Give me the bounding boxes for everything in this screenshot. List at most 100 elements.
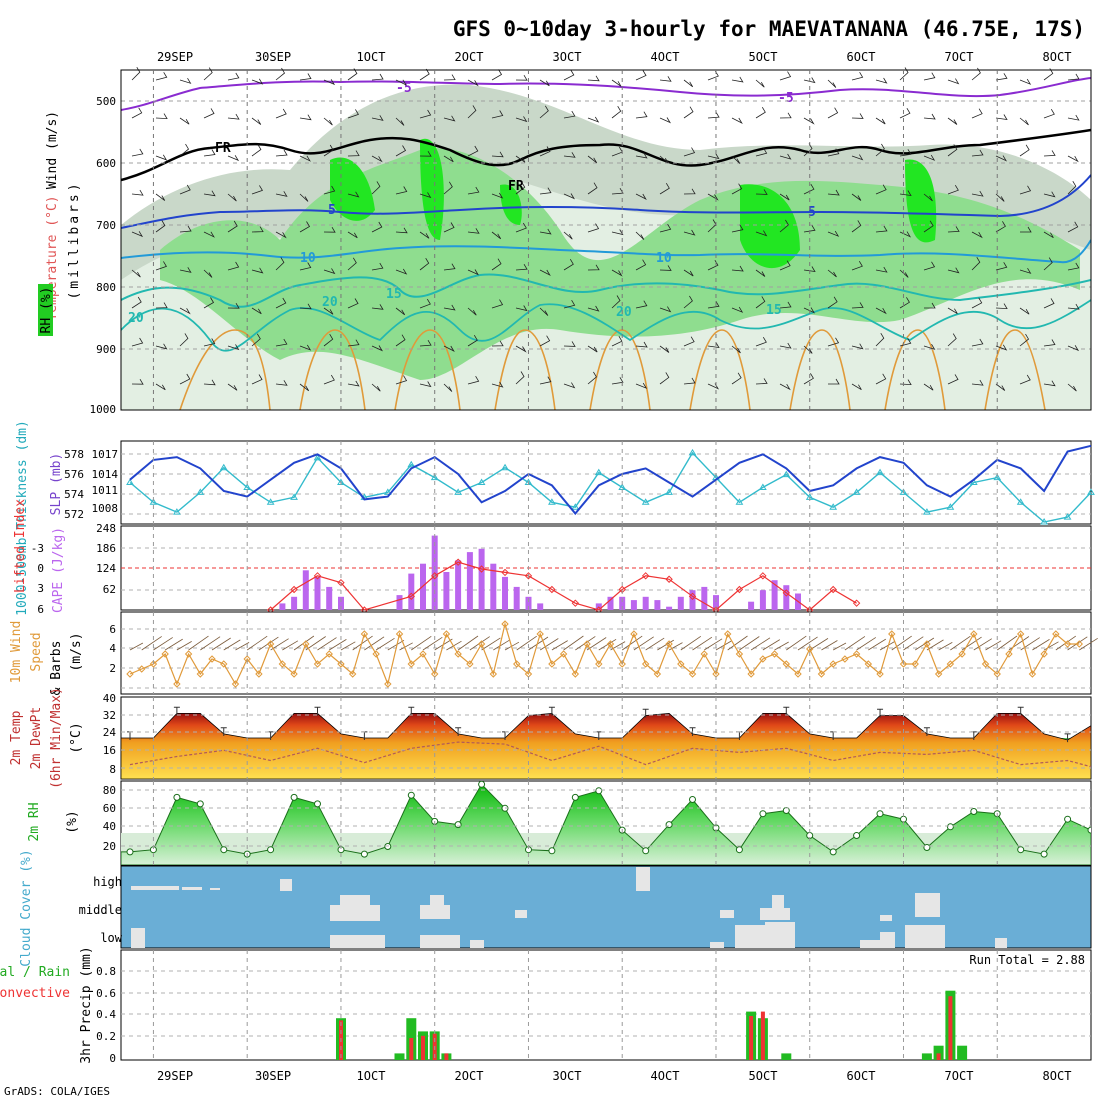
temp-ylab2: 2m DewPt bbox=[29, 707, 44, 770]
wind-speed-point bbox=[841, 655, 849, 663]
wind-speed-point bbox=[138, 665, 146, 673]
upper-wind-barb bbox=[299, 73, 312, 81]
upper-wind-barb bbox=[179, 184, 191, 195]
upper-wind-barb bbox=[203, 67, 213, 81]
upper-wind-barb bbox=[203, 231, 215, 238]
top-date-8: 7OCT bbox=[945, 50, 974, 64]
thickness-point bbox=[219, 463, 228, 471]
wind-speed-point bbox=[630, 630, 638, 638]
precip-gridlines bbox=[121, 970, 1091, 1037]
upper-wind-barb bbox=[395, 145, 407, 157]
cape-ylab-li: Lifted Index bbox=[13, 499, 28, 593]
temp-ytick-16: 16 bbox=[103, 744, 116, 757]
precip-ytick-0.6: 0.6 bbox=[96, 987, 116, 1000]
wind-speed-point bbox=[934, 670, 943, 678]
bottom-date-2: 1OCT bbox=[357, 1069, 386, 1083]
wind-barb bbox=[188, 635, 209, 651]
upper-wind-barb bbox=[1067, 155, 1079, 163]
top-date-9: 8OCT bbox=[1043, 50, 1072, 64]
upper-ytick-600: 600 bbox=[96, 157, 116, 170]
wind-speed-point bbox=[700, 650, 708, 658]
upper-wind-barb bbox=[539, 269, 551, 276]
rh-point bbox=[735, 846, 743, 854]
wind-speed-point bbox=[477, 640, 486, 648]
upper-wind-barb bbox=[827, 148, 840, 157]
wind-speed-point bbox=[302, 640, 310, 648]
wind-barb bbox=[399, 642, 413, 651]
upper-wind-barb bbox=[467, 79, 479, 87]
temp-minmax-bar bbox=[783, 706, 790, 716]
wind-speed-point bbox=[864, 660, 873, 668]
wind-barb bbox=[317, 637, 337, 651]
wind-barb bbox=[422, 636, 443, 651]
upper-wind-barb bbox=[635, 111, 648, 119]
wind-barb bbox=[352, 635, 373, 651]
lifted-index-markers bbox=[266, 558, 861, 614]
upper-wind-barb bbox=[515, 155, 526, 163]
upper-wind-barb bbox=[131, 269, 141, 278]
upper-wind-barb bbox=[323, 79, 336, 86]
wind-speed-point bbox=[606, 640, 615, 648]
lifted-index-point bbox=[290, 585, 298, 594]
upper-wind-barb bbox=[347, 380, 360, 387]
upper-wind-barb bbox=[251, 267, 264, 274]
upper-wind-barb bbox=[275, 297, 287, 309]
cape-ytick-186: 186 bbox=[96, 542, 116, 555]
precip-bars bbox=[336, 990, 968, 1060]
upper-wind-barb bbox=[659, 182, 670, 195]
upper-ytick-700: 700 bbox=[96, 219, 116, 232]
rh-point bbox=[126, 848, 134, 856]
wind-speed-point bbox=[360, 630, 369, 638]
rh-point bbox=[314, 800, 321, 808]
cape-bar bbox=[619, 596, 626, 610]
upper-wind-barb bbox=[347, 257, 357, 271]
wind-barb bbox=[516, 635, 537, 651]
upper-wind-barb bbox=[731, 372, 742, 385]
upper-wind-barb bbox=[1019, 144, 1030, 157]
upper-wind-barb bbox=[227, 261, 240, 271]
upper-wind-barb bbox=[155, 193, 166, 201]
contour-10 bbox=[121, 239, 1091, 264]
upper-wind-barb bbox=[611, 79, 622, 87]
upper-wind-barb bbox=[899, 67, 909, 81]
upper-wind-barb bbox=[299, 344, 312, 351]
upper-wind-barb bbox=[755, 269, 766, 277]
upper-wind-barb bbox=[1019, 117, 1029, 126]
upper-wind-barb bbox=[779, 260, 791, 271]
rh-ytick-80: 80 bbox=[103, 784, 116, 797]
upper-wind-barb bbox=[227, 220, 238, 233]
wind-barb bbox=[387, 639, 405, 651]
thickness-yticks: 578 576 574 572 bbox=[64, 448, 84, 521]
cape-bar bbox=[713, 595, 719, 610]
upper-wind-barb bbox=[947, 144, 958, 157]
thickness-point bbox=[758, 483, 767, 490]
wind-barb bbox=[715, 640, 732, 651]
precip-total-bar bbox=[933, 1045, 944, 1060]
upper-wind-barb bbox=[443, 181, 453, 195]
upper-wind-barb bbox=[611, 335, 623, 347]
wind-barb bbox=[375, 637, 395, 651]
upper-wind-barb bbox=[515, 116, 528, 123]
thickness-point bbox=[1063, 513, 1072, 520]
wind-speed-point bbox=[384, 680, 392, 688]
precip-convective-bar bbox=[421, 1035, 425, 1060]
wind-barb bbox=[645, 637, 665, 651]
upper-wind-barb bbox=[323, 333, 334, 347]
temp-gridlines bbox=[121, 714, 1091, 769]
wind-speed-point bbox=[958, 650, 966, 658]
upper-wind-barb bbox=[467, 186, 480, 195]
upper-wind-barb bbox=[587, 116, 600, 123]
upper-wind-barb bbox=[1019, 185, 1032, 195]
rh2m-panel: 80 60 40 20 2m RH (%) bbox=[27, 780, 1092, 866]
upper-wind-barb bbox=[971, 338, 984, 347]
precip-convective-bar bbox=[760, 1011, 765, 1060]
upper-wind-barb bbox=[803, 266, 816, 273]
upper-wind-barb bbox=[443, 115, 456, 122]
upper-wind-barb bbox=[539, 307, 549, 316]
label-10a: 10 bbox=[300, 251, 316, 266]
cape-bar bbox=[420, 563, 426, 610]
rh-yticks: 80 60 40 20 bbox=[103, 784, 116, 853]
upper-wind-barb bbox=[923, 113, 936, 120]
cape-bar bbox=[689, 590, 696, 610]
upper-wind-barb bbox=[995, 383, 1006, 391]
